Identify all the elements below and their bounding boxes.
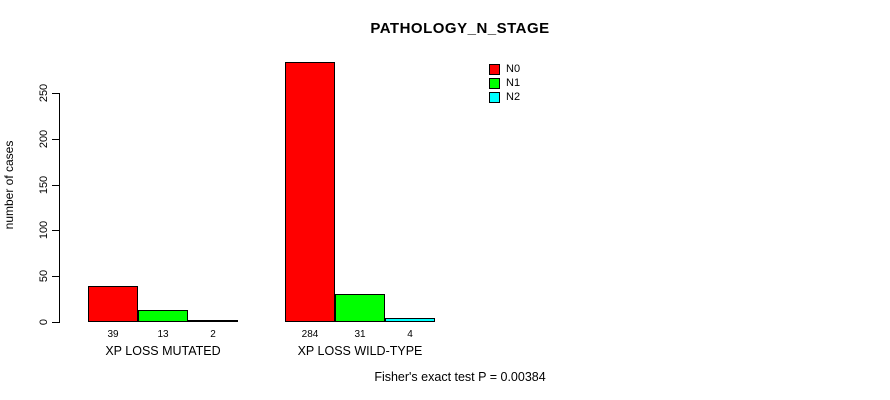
bar-value-label: 39 [107,329,119,340]
legend-swatch-n2 [489,91,500,103]
x-group-label: XP LOSS MUTATED [105,344,221,358]
legend-item-n1: N1 [489,76,520,90]
legend-item-n0: N0 [489,62,520,76]
legend-item-n2: N2 [489,90,520,104]
legend-label-n1: N1 [506,77,521,89]
legend-swatch-n1 [489,77,500,89]
legend-swatch-n0 [489,63,500,75]
bar-n0-group2 [285,61,335,322]
bar-value-label: 13 [157,329,169,340]
bar-value-label: 4 [407,329,413,340]
y-tick-label: 50 [38,270,50,283]
y-tick-mark [52,93,59,94]
y-axis-line [59,93,60,323]
bar-n2-group2 [385,318,435,322]
legend: N0 N1 N2 [489,62,520,104]
bar-value-label: 31 [354,329,366,340]
legend-label-n2: N2 [506,91,521,103]
bar-n1-group2 [335,293,385,322]
bar-value-label: 284 [301,329,319,340]
y-tick-mark [52,322,59,323]
bar-value-label: 2 [210,329,216,340]
bar-n2-group1 [188,320,238,323]
y-tick-mark [52,138,59,140]
legend-label-n0: N0 [506,63,521,75]
bar-n0-group1 [88,286,138,322]
y-tick-label: 100 [38,221,50,240]
y-tick-mark [52,230,59,232]
y-tick-label: 200 [38,129,50,148]
y-tick-label: 250 [38,83,50,103]
y-tick-mark [52,276,59,278]
chart-title: PATHOLOGY_N_STAGE [370,20,550,37]
x-group-label: XP LOSS WILD-TYPE [297,344,423,358]
y-tick-label: 0 [38,318,50,326]
caption-fisher-test: Fisher's exact test P = 0.00384 [374,370,546,384]
y-tick-mark [52,184,59,186]
bar-n1-group1 [138,310,188,322]
y-tick-label: 150 [38,175,50,194]
